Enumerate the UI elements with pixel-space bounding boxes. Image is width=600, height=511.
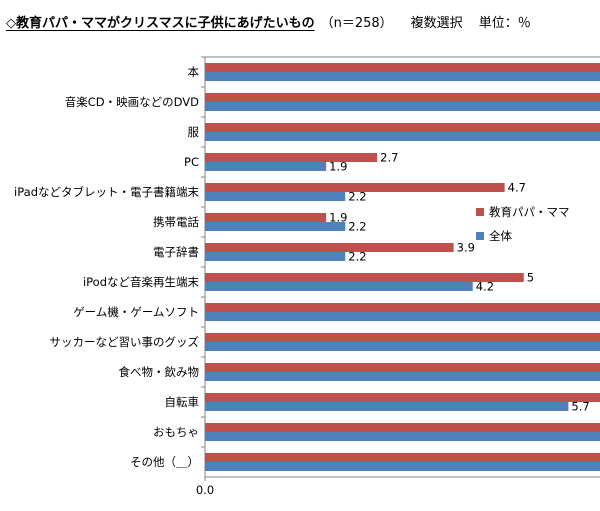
category-label: ゲーム機・ゲームソフト	[73, 305, 199, 319]
category-label: サッカーなど習い事のグッズ	[50, 335, 200, 349]
data-label-kyoiku: 4.7	[508, 181, 526, 195]
bar-zentai	[205, 72, 600, 81]
bar-zentai	[205, 432, 600, 441]
data-label-kyoiku: 1.9	[329, 211, 347, 225]
data-label-zentai: 5.7	[571, 400, 589, 414]
category-label: 音楽CD・映画などのDVD	[65, 95, 199, 109]
bar-kyoiku	[205, 153, 378, 162]
bar-kyoiku	[205, 93, 600, 102]
chart-title-main: ◇教育パパ・ママがクリスマスに子供にあげたいもの	[6, 16, 315, 31]
bar-kyoiku	[205, 423, 600, 432]
data-label-zentai: 2.2	[348, 250, 366, 264]
category-label: 本	[188, 65, 200, 79]
bar-kyoiku	[205, 333, 600, 342]
category-label: 自転車	[165, 395, 200, 409]
bar-zentai	[205, 312, 600, 321]
bar-zentai	[205, 132, 600, 141]
data-label-zentai: 1.9	[329, 160, 347, 174]
data-label-kyoiku: 2.7	[380, 151, 398, 165]
data-label-kyoiku: 5	[527, 271, 534, 285]
data-label-zentai: 4.2	[476, 280, 494, 294]
chart-title: ◇教育パパ・ママがクリスマスに子供にあげたいもの （n＝258） 複数選択 単位：％	[6, 12, 531, 31]
bar-zentai	[205, 342, 600, 351]
category-label: iPadなどタブレット・電子書籍端末	[14, 185, 199, 199]
category-label: おもちゃ	[153, 425, 199, 439]
bar-zentai	[205, 102, 600, 111]
category-label: その他（＿）	[130, 455, 199, 469]
category-label: PC	[184, 155, 199, 169]
bar-kyoiku	[205, 453, 600, 462]
bar-zentai	[205, 402, 569, 411]
bar-kyoiku	[205, 393, 600, 402]
bar-zentai	[205, 252, 346, 261]
bar-kyoiku	[205, 363, 600, 372]
data-label-zentai: 2.2	[348, 190, 366, 204]
category-label: iPodなど音楽再生端末	[83, 275, 200, 289]
bar-kyoiku	[205, 183, 505, 192]
chart-title-n: （n＝258）	[320, 16, 393, 31]
bar-zentai	[205, 192, 346, 201]
legend-label-zentai: 全体	[489, 229, 512, 243]
bar-zentai	[205, 162, 327, 171]
bar-kyoiku	[205, 303, 600, 312]
data-label-kyoiku: 3.9	[457, 241, 475, 255]
legend-swatch-zentai	[476, 232, 484, 240]
plot-area	[204, 56, 600, 478]
category-label: 電子辞書	[153, 245, 199, 259]
category-label: 食べ物・飲み物	[119, 365, 200, 379]
category-label: 服	[188, 125, 200, 139]
bar-zentai	[205, 372, 600, 381]
bar-zentai	[205, 462, 600, 471]
bar-kyoiku	[205, 123, 600, 132]
bar-kyoiku	[205, 213, 327, 222]
bar-kyoiku	[205, 63, 600, 72]
chart-title-unit: 単位：％	[478, 16, 531, 31]
legend-swatch-kyoiku	[476, 208, 484, 216]
category-label: 携帯電話	[153, 215, 199, 229]
bar-kyoiku	[205, 273, 524, 282]
data-label-zentai: 2.2	[348, 220, 366, 234]
bar-kyoiku	[205, 243, 454, 252]
x-tick-label: 0.0	[196, 483, 214, 497]
bar-zentai	[205, 222, 346, 231]
chart-title-note: 複数選択	[410, 16, 463, 31]
legend-label-kyoiku: 教育パパ・ママ	[489, 205, 570, 219]
bar-zentai	[205, 282, 473, 291]
